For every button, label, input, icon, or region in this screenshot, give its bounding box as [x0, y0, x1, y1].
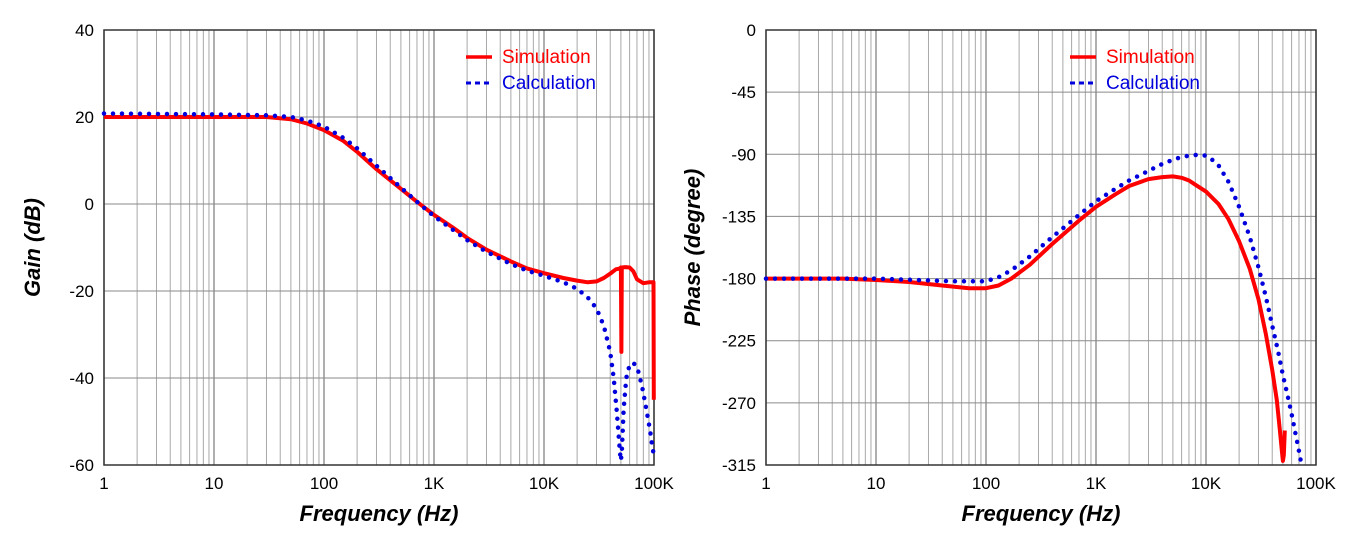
phase-x-tick-label: 100K	[1296, 474, 1336, 493]
phase-y-axis-title: Phase (degree)	[680, 169, 705, 327]
phase-legend-label-simulation: Simulation	[1106, 47, 1195, 68]
gain-series-simulation	[104, 115, 656, 400]
gain-x-tick-label: 10K	[529, 474, 560, 493]
gain-plot-frame	[103, 29, 655, 466]
gain-chart: 1 10 100 1K 10K 100K 40 20 0 -20 -40 -60 Frequency (…	[20, 21, 675, 526]
gain-legend: Simulation Calculation	[466, 47, 596, 94]
gain-grid	[103, 29, 655, 466]
gain-y-tick-label: -20	[69, 282, 94, 301]
gain-x-tick-label: 1K	[424, 474, 445, 493]
phase-x-tick-label: 100	[972, 474, 1000, 493]
gain-x-axis-title: Frequency (Hz)	[300, 501, 459, 526]
phase-legend: Simulation Calculation	[1070, 47, 1200, 94]
phase-x-tick-label: 1	[761, 474, 770, 493]
gain-x-tick-label: 100	[310, 474, 338, 493]
phase-y-tick-label: -225	[722, 332, 756, 351]
phase-plot-frame	[765, 29, 1317, 466]
gain-y-tick-label: 40	[75, 21, 94, 40]
phase-legend-label-calculation: Calculation	[1106, 73, 1200, 94]
phase-chart: 1 10 100 1K 10K 100K 0 -45 -90 -135 -180 -225 -270 -3…	[680, 21, 1337, 526]
phase-series-simulation	[766, 174, 1287, 463]
phase-y-tick-label: -315	[722, 456, 756, 475]
gain-x-tick-label: 1	[99, 474, 108, 493]
phase-x-tick-label: 10K	[1191, 474, 1222, 493]
phase-y-tick-label: 0	[747, 21, 756, 40]
phase-x-tick-label: 1K	[1086, 474, 1107, 493]
gain-y-tick-label: -40	[69, 369, 94, 388]
phase-y-tick-label: -270	[722, 394, 756, 413]
gain-legend-label-calculation: Calculation	[502, 73, 596, 94]
gain-series-calculation	[101, 111, 657, 463]
phase-y-tick-label: -135	[722, 207, 756, 226]
phase-y-tick-label: -90	[731, 145, 756, 164]
gain-legend-label-simulation: Simulation	[502, 47, 591, 68]
gain-y-tick-label: -60	[69, 456, 94, 475]
gain-x-tick-label: 10	[205, 474, 224, 493]
gain-x-tick-label: 100K	[634, 474, 674, 493]
phase-x-axis-title: Frequency (Hz)	[962, 501, 1121, 526]
phase-y-tick-label: -45	[731, 83, 756, 102]
gain-y-tick-label: 0	[85, 195, 94, 214]
phase-y-tick-label: -180	[722, 270, 756, 289]
phase-series-calculation	[763, 152, 1304, 465]
phase-x-tick-label: 10	[867, 474, 886, 493]
gain-y-axis-title: Gain (dB)	[20, 198, 45, 297]
gain-y-tick-label: 20	[75, 108, 94, 127]
phase-grid	[765, 29, 1317, 466]
